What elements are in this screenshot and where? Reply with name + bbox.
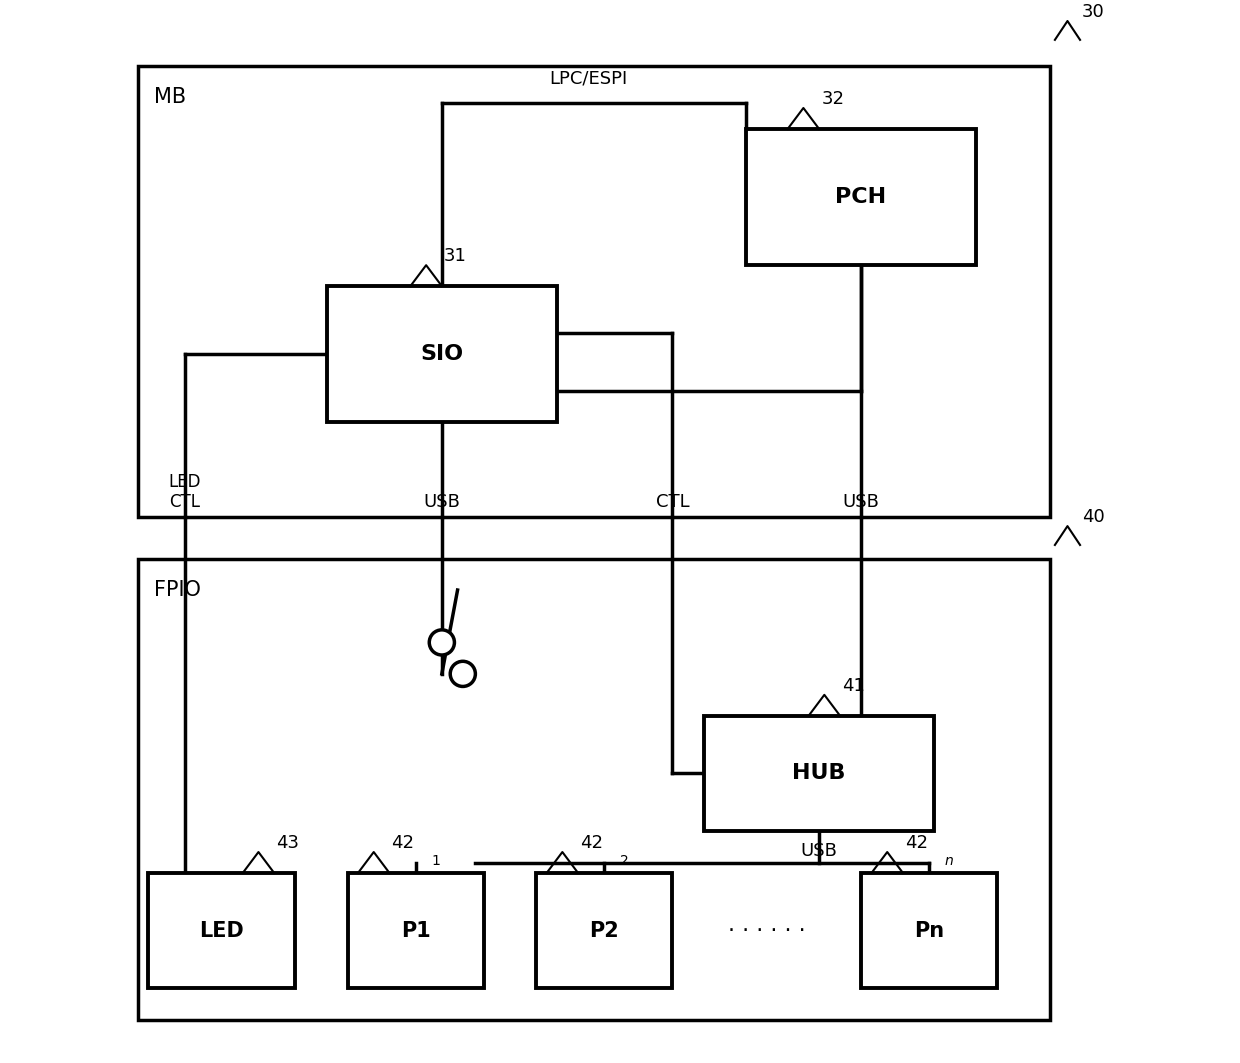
- Text: n: n: [945, 854, 954, 867]
- Text: 42: 42: [580, 834, 603, 853]
- Text: 32: 32: [821, 90, 844, 108]
- FancyBboxPatch shape: [347, 873, 484, 989]
- Text: PCH: PCH: [836, 187, 887, 207]
- FancyBboxPatch shape: [861, 873, 997, 989]
- Text: Pn: Pn: [914, 921, 944, 941]
- FancyBboxPatch shape: [138, 66, 1050, 517]
- Text: 31: 31: [444, 248, 466, 265]
- FancyBboxPatch shape: [149, 873, 295, 989]
- Text: FPIO: FPIO: [154, 579, 201, 600]
- Text: 30: 30: [1083, 3, 1105, 21]
- FancyBboxPatch shape: [138, 558, 1050, 1019]
- Text: USB: USB: [423, 493, 460, 511]
- Text: LPC/ESPI: LPC/ESPI: [549, 69, 627, 87]
- Text: 1: 1: [432, 854, 440, 867]
- Text: USB: USB: [843, 493, 879, 511]
- Text: CTL: CTL: [656, 493, 689, 511]
- FancyBboxPatch shape: [326, 286, 557, 422]
- Text: SIO: SIO: [420, 344, 464, 365]
- Text: 43: 43: [277, 834, 299, 853]
- Text: USB: USB: [801, 842, 837, 860]
- Text: 42: 42: [905, 834, 928, 853]
- Text: LED
CTL: LED CTL: [169, 473, 201, 511]
- Text: 40: 40: [1083, 508, 1105, 526]
- Text: 41: 41: [842, 677, 866, 695]
- FancyBboxPatch shape: [704, 715, 935, 831]
- Text: P1: P1: [401, 921, 430, 941]
- Text: HUB: HUB: [792, 763, 846, 783]
- Text: P2: P2: [589, 921, 619, 941]
- Text: · · · · · ·: · · · · · ·: [728, 921, 806, 941]
- Text: 42: 42: [392, 834, 414, 853]
- FancyBboxPatch shape: [745, 129, 976, 265]
- Text: LED: LED: [200, 921, 244, 941]
- Circle shape: [450, 661, 475, 687]
- Circle shape: [429, 630, 454, 655]
- Text: MB: MB: [154, 87, 186, 107]
- FancyBboxPatch shape: [536, 873, 672, 989]
- Text: 2: 2: [620, 854, 629, 867]
